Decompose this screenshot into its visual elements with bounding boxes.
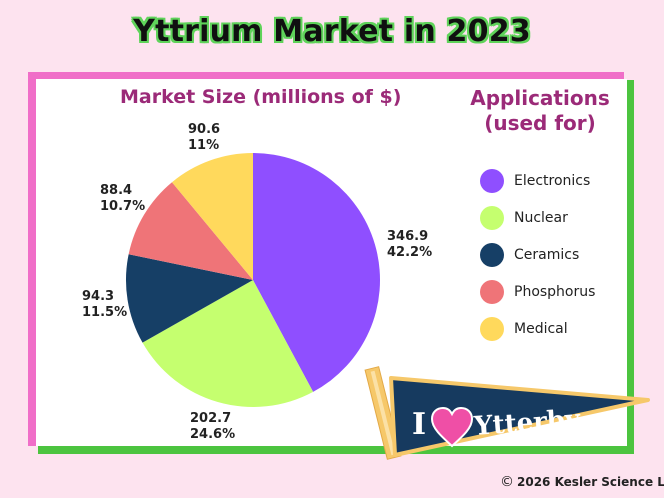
pennant-text-i: I: [412, 407, 426, 442]
legend-swatch: [480, 242, 504, 267]
pennant: I Ytterby: [364, 366, 650, 460]
copyright: ©2026 Kesler Science LLC: [500, 474, 664, 490]
data-label-phosphorus: 88.4 10.7%: [100, 183, 145, 215]
data-label-electronics: 346.9 42.2%: [387, 229, 432, 261]
data-label-medical: 90.6 11%: [188, 122, 220, 154]
data-label-value: 94.3: [82, 289, 115, 304]
legend-label: Ceramics: [514, 246, 580, 263]
legend: Electronics Nuclear Ceramics Phosphorus …: [480, 162, 630, 347]
pie-slice-medical: [171, 153, 253, 280]
data-label-percent: 11.5%: [82, 305, 128, 320]
legend-label: Phosphorus: [514, 283, 596, 300]
legend-title-line1: Applications: [470, 86, 610, 110]
copyright-text: 2026 Kesler Science LLC: [517, 475, 664, 489]
chart-title: Market Size (millions of $): [120, 86, 402, 108]
legend-item-nuclear: Nuclear: [480, 199, 630, 236]
data-label-ceramics: 94.3 11.5%: [82, 289, 127, 321]
copyright-icon: ©: [500, 474, 514, 490]
legend-item-medical: Medical: [480, 310, 630, 347]
pennant-pole: [364, 366, 402, 460]
legend-item-ceramics: Ceramics: [480, 236, 630, 273]
data-label-percent: 11%: [188, 138, 220, 153]
legend-swatch: [480, 205, 504, 230]
pie-slice-phosphorus: [128, 182, 253, 280]
data-label-value: 88.4: [100, 183, 133, 198]
legend-item-electronics: Electronics: [480, 162, 630, 199]
pie-slice-electronics: [253, 153, 380, 392]
data-label-percent: 42.2%: [387, 245, 433, 260]
legend-label: Electronics: [514, 172, 591, 189]
data-label-value: 202.7: [190, 411, 232, 426]
legend-title-line2: (used for): [484, 111, 596, 135]
pie-slice-nuclear: [142, 280, 314, 407]
data-label-nuclear: 202.7 24.6%: [190, 411, 235, 443]
legend-item-phosphorus: Phosphorus: [480, 273, 630, 310]
data-label-percent: 10.7%: [100, 199, 146, 214]
pie-slice-ceramics: [126, 254, 253, 343]
legend-swatch: [480, 279, 504, 304]
pie-slices: [126, 153, 380, 407]
data-label-value: 346.9: [387, 229, 429, 244]
legend-title: Applications (used for): [460, 86, 620, 136]
data-label-value: 90.6: [188, 122, 221, 137]
pennant-text-word: Ytterby: [472, 404, 582, 441]
heart-icon: [430, 406, 474, 448]
legend-label: Medical: [514, 320, 568, 337]
legend-label: Nuclear: [514, 209, 568, 226]
main-title: Yttrium Market in 2023: [133, 14, 531, 49]
data-label-percent: 24.6%: [190, 427, 236, 442]
legend-swatch: [480, 316, 504, 341]
legend-swatch: [480, 168, 504, 193]
